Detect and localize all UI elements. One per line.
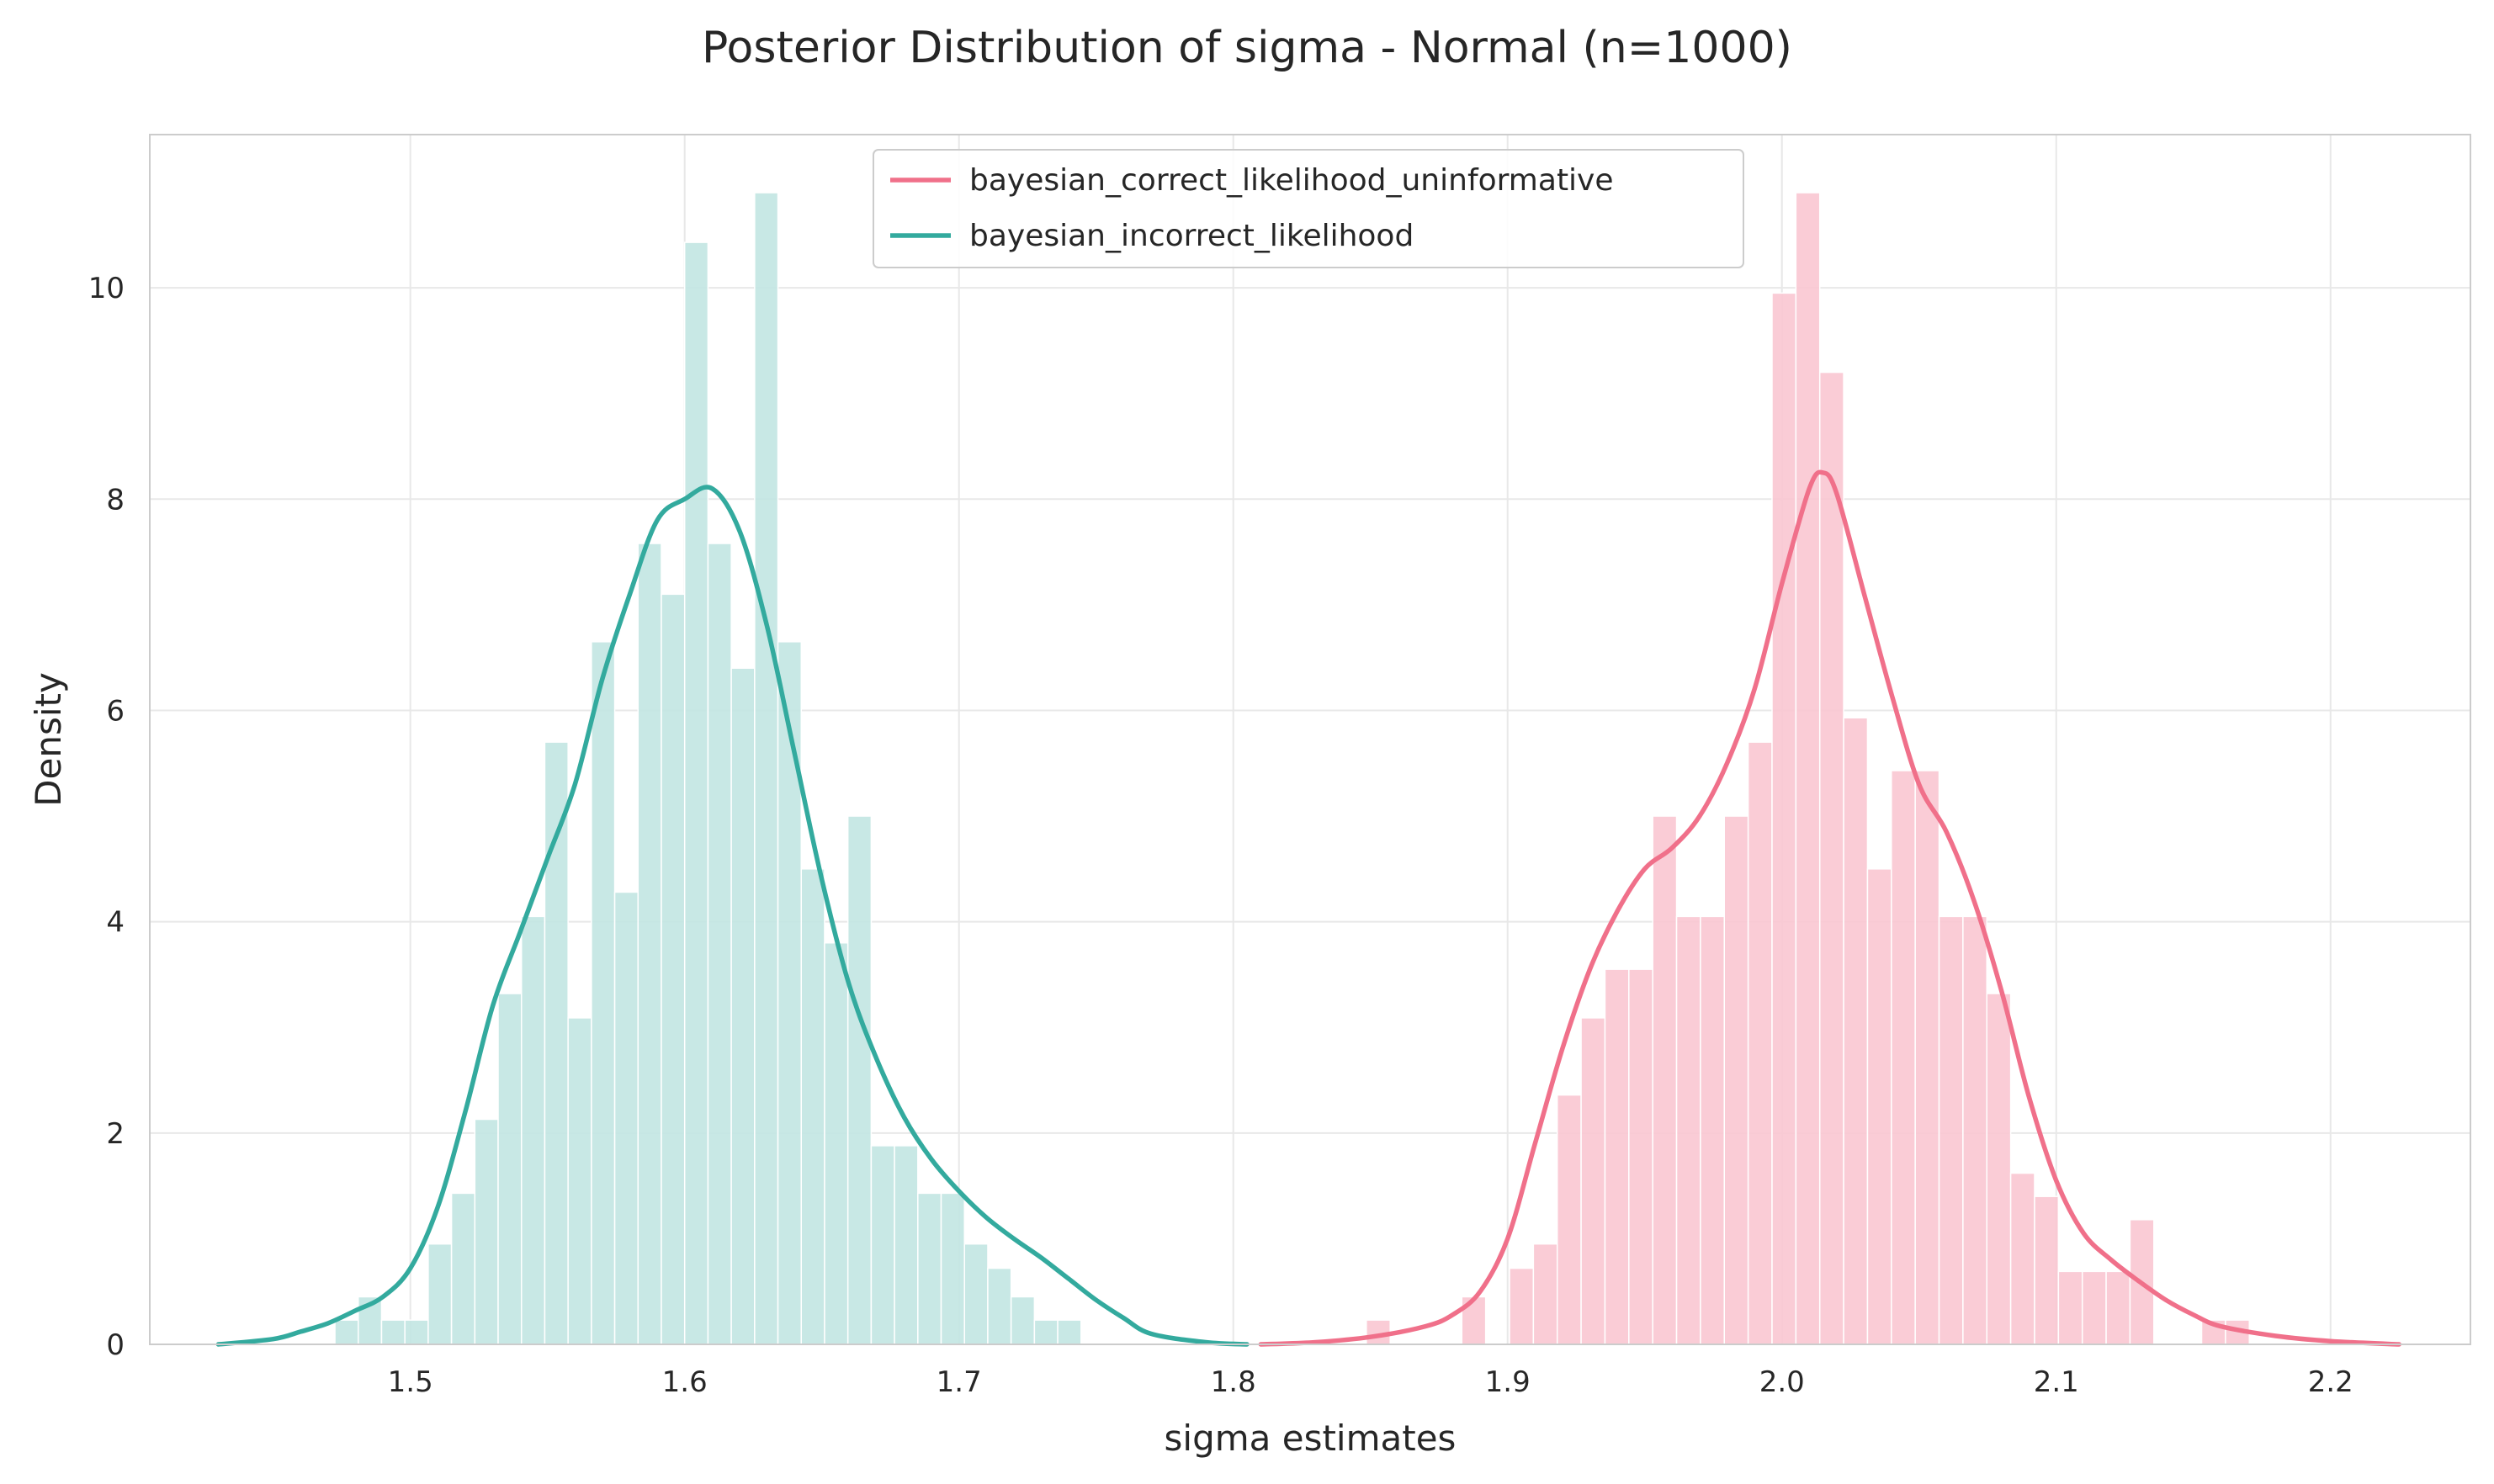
x-tick-label: 1.9	[1485, 1365, 1531, 1399]
x-tick-label: 2.0	[1759, 1365, 1805, 1399]
histogram-bar	[1843, 717, 1869, 1345]
histogram-bar	[1771, 292, 1797, 1345]
x-tick-label: 1.8	[1211, 1365, 1256, 1399]
histogram-bar	[846, 815, 873, 1345]
y-tick-label: 4	[106, 906, 125, 940]
histogram-bar	[1962, 915, 1988, 1345]
histogram-bar	[1914, 770, 1940, 1345]
histogram-bar	[1628, 968, 1653, 1345]
histogram-bar	[707, 543, 732, 1345]
kde-curves	[215, 469, 2401, 1347]
histogram-bar	[2034, 1195, 2060, 1345]
histogram-bar	[730, 667, 756, 1345]
histogram-bar	[2057, 1270, 2083, 1345]
histogram-bar	[1057, 1319, 1082, 1345]
histogram-bar	[2009, 1172, 2035, 1345]
histogram-bar	[2081, 1270, 2107, 1345]
histogram-bar	[1509, 1267, 1535, 1345]
histogram-bar	[450, 1192, 476, 1345]
histogram-bar	[637, 543, 662, 1345]
histogram-bar	[754, 192, 779, 1345]
x-tick-label: 1.5	[388, 1365, 433, 1399]
y-tick-labels: 0 2 4 6 8 10	[88, 272, 125, 1362]
x-tick-labels: 1.5 1.6 1.7 1.8 1.9 2.0 2.1 2.2	[388, 1365, 2353, 1399]
histogram-bar	[567, 1017, 592, 1345]
chart-title: Posterior Distribution of sigma - Normal…	[702, 23, 1792, 73]
legend: bayesian_correct_likelihood_uninformativ…	[873, 149, 1744, 268]
histogram-bar	[661, 593, 686, 1345]
histogram-bar	[1723, 815, 1749, 1345]
x-tick-label: 2.1	[2034, 1365, 2079, 1399]
kde-line	[215, 485, 1250, 1347]
histogram-bar	[963, 1243, 989, 1345]
x-tick-label: 1.7	[937, 1365, 982, 1399]
histogram-bar	[1532, 1243, 1558, 1345]
y-tick-label: 0	[106, 1328, 125, 1362]
histogram-bar	[520, 915, 546, 1345]
histogram-bar	[777, 641, 803, 1345]
histogram-bar	[1747, 741, 1773, 1345]
histogram-bar	[894, 1145, 919, 1345]
histogram-bar	[591, 641, 616, 1345]
x-axis-label: sigma estimates	[1165, 1418, 1457, 1459]
y-tick-label: 6	[106, 694, 125, 728]
histogram-bar	[1033, 1319, 1059, 1345]
histogram-bar	[1556, 1094, 1582, 1345]
histogram-bar	[800, 868, 825, 1345]
histogram-bar	[1580, 1017, 1606, 1345]
y-tick-label: 10	[88, 272, 125, 305]
legend-label: bayesian_correct_likelihood_uninformativ…	[969, 163, 1614, 198]
histogram-bar	[1818, 371, 1844, 1345]
histogram-bar	[2129, 1219, 2155, 1345]
histogram-bar	[1891, 770, 1916, 1345]
histogram-bar	[1986, 993, 2012, 1345]
y-tick-label: 2	[106, 1117, 125, 1151]
histogram-bar	[1700, 915, 1726, 1345]
histogram-bar	[1010, 1296, 1036, 1345]
y-axis-label: Density	[28, 672, 69, 807]
histogram-bar	[334, 1319, 359, 1345]
histogram-bar	[380, 1319, 406, 1345]
kde-line	[1258, 469, 2401, 1347]
legend-box	[873, 149, 1744, 268]
x-tick-label: 1.6	[662, 1365, 708, 1399]
histogram-bar	[1675, 915, 1701, 1345]
plot-frame	[149, 134, 2471, 1345]
y-tick-label: 8	[106, 483, 125, 517]
histogram-bar	[404, 1319, 429, 1345]
x-tick-label: 2.2	[2308, 1365, 2353, 1399]
histogram-bar	[1652, 815, 1678, 1345]
histogram-bar	[824, 942, 849, 1345]
histogram-bar	[613, 891, 639, 1345]
histogram-bar	[987, 1267, 1012, 1345]
histogram-bar	[427, 1243, 453, 1345]
histogram-bar	[940, 1192, 965, 1345]
histogram-bar	[1795, 192, 1821, 1345]
histogram-bar	[917, 1192, 942, 1345]
histogram-bar	[870, 1145, 895, 1345]
histogram-bar	[683, 241, 709, 1345]
histogram-bar	[1866, 868, 1892, 1345]
histogram-bar	[497, 993, 523, 1345]
histogram-bar	[1938, 915, 1964, 1345]
histogram-bar	[2105, 1270, 2131, 1345]
histogram-bar	[474, 1118, 499, 1345]
histogram-bar	[1604, 968, 1630, 1345]
legend-label: bayesian_incorrect_likelihood	[969, 219, 1414, 253]
